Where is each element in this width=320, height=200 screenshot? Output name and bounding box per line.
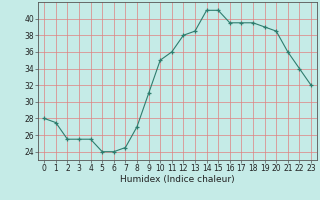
X-axis label: Humidex (Indice chaleur): Humidex (Indice chaleur) <box>120 175 235 184</box>
